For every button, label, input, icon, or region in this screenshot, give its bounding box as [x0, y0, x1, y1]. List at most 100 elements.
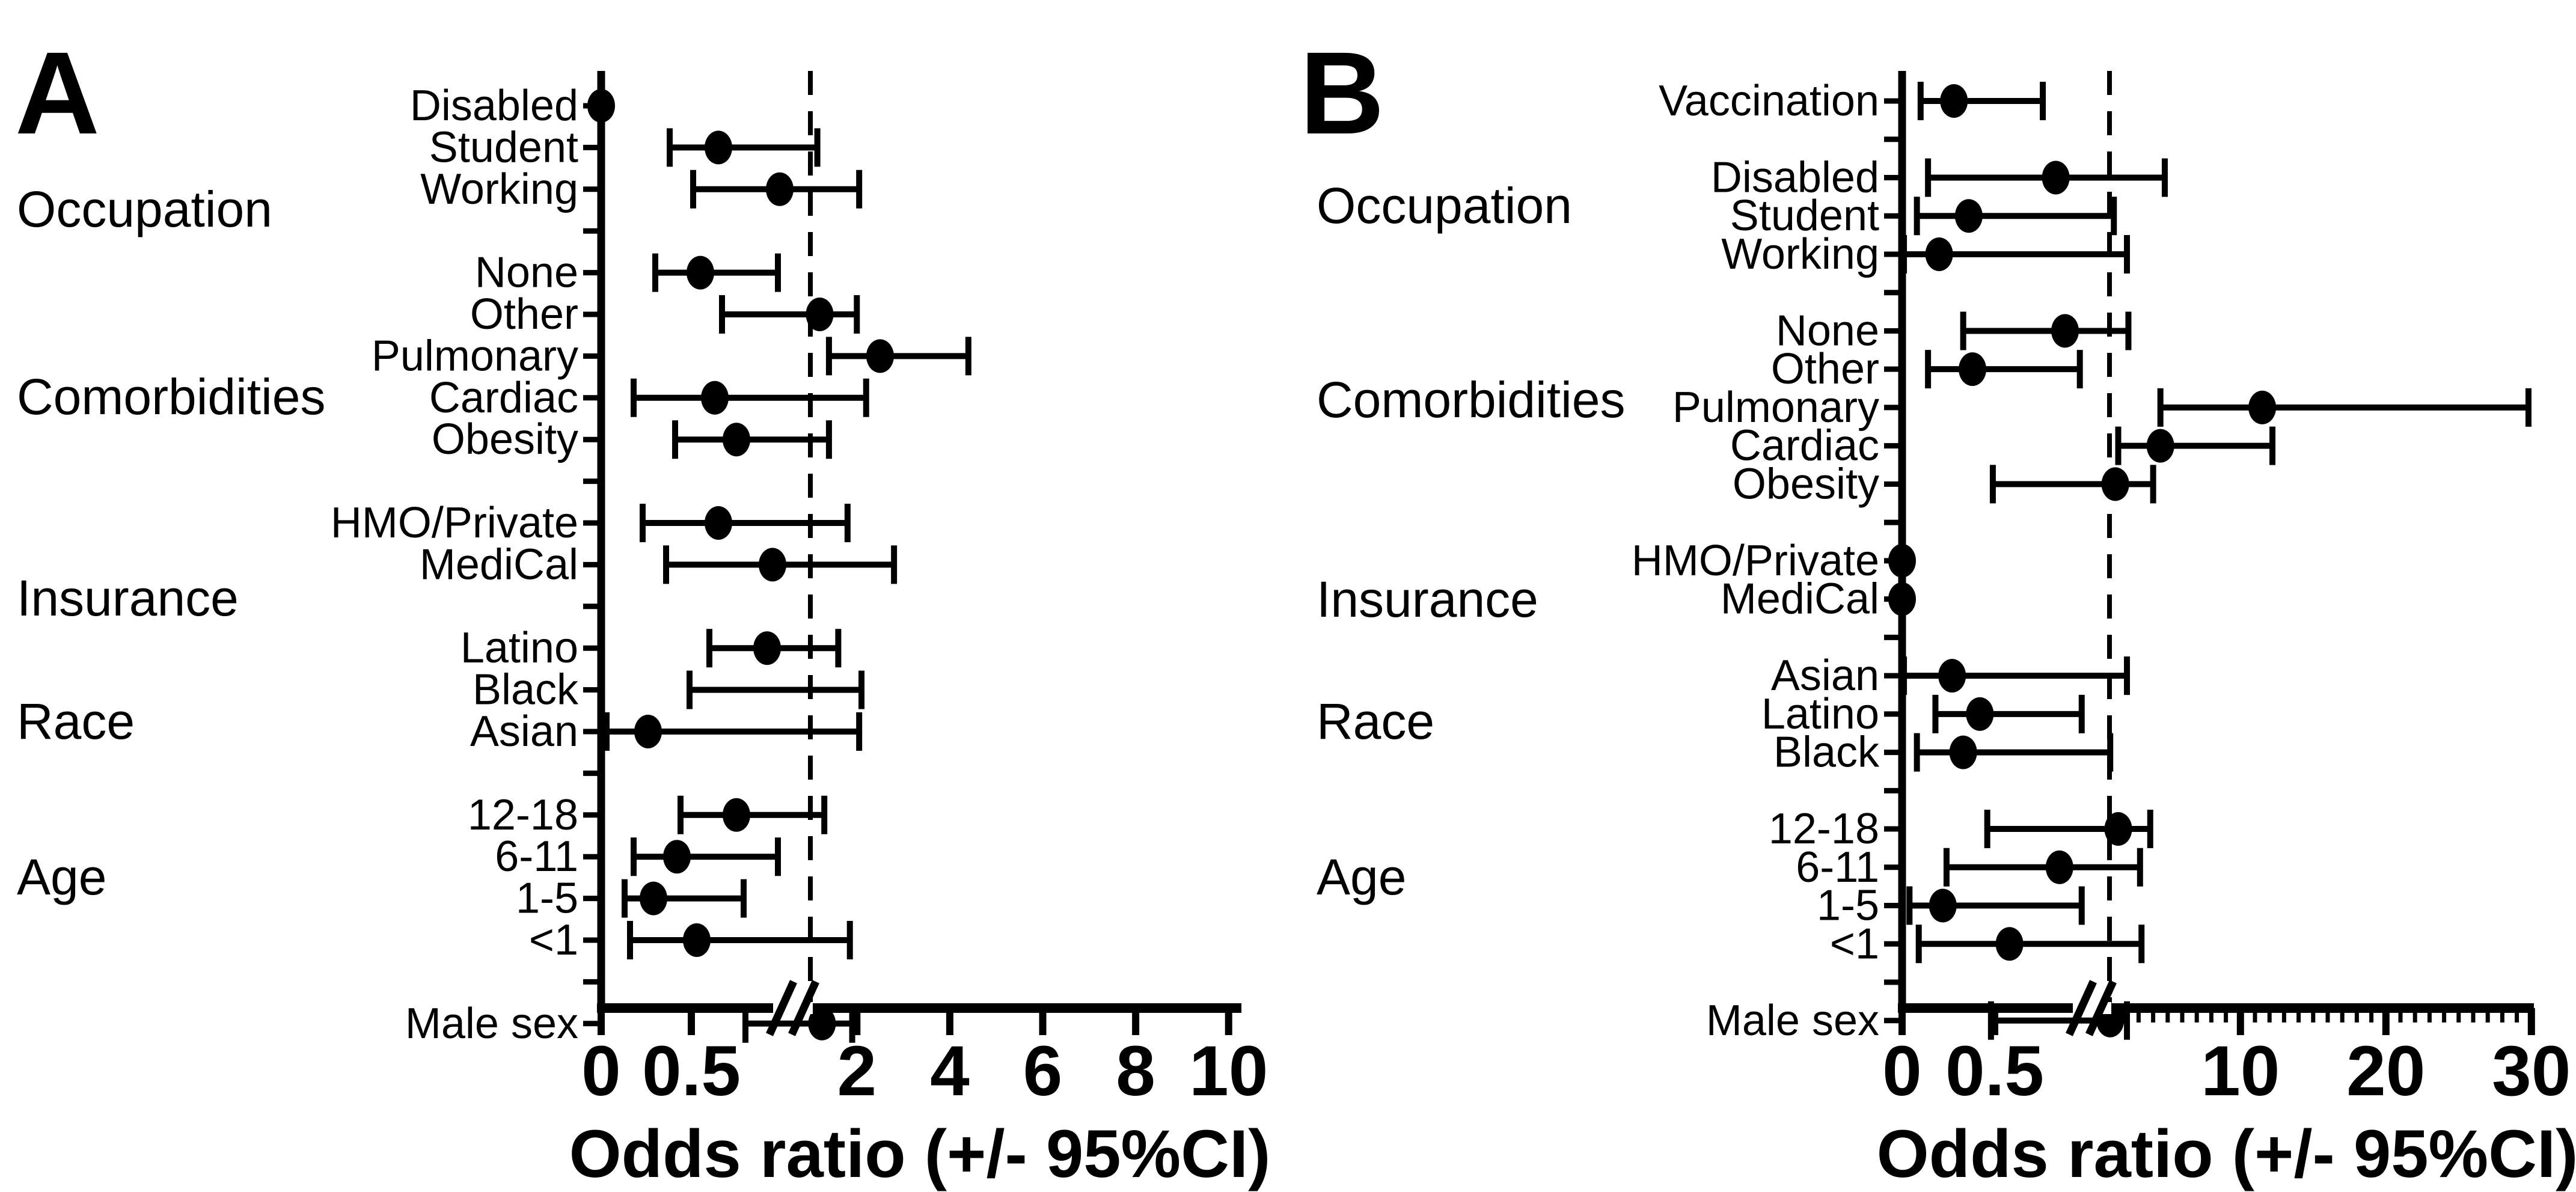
- row-label: Asian: [470, 708, 578, 756]
- point-marker: [1995, 927, 2024, 961]
- row-label: Pulmonary: [372, 332, 578, 380]
- group-label: Comorbidities: [1317, 371, 1626, 428]
- group-label: Insurance: [17, 570, 239, 626]
- row-label: Other: [470, 290, 578, 338]
- group-label: Occupation: [17, 181, 272, 237]
- point-marker: [1925, 237, 1953, 271]
- point-marker: [866, 339, 894, 373]
- x-axis-break-slash: [2066, 980, 2097, 1036]
- forest-row: HMO/Private: [331, 499, 851, 547]
- x-axis-break-slash: [2085, 980, 2117, 1036]
- point-marker: [2248, 390, 2277, 424]
- point-marker: [1966, 697, 1994, 731]
- row-label: Black: [473, 666, 579, 714]
- forest-row: 6-11: [1796, 843, 2143, 891]
- forest-row: Vaccination: [1659, 77, 2046, 125]
- point-marker: [640, 881, 667, 915]
- row-label: Cardiac: [1730, 422, 1879, 470]
- forest-row: Cardiac: [1730, 422, 2276, 470]
- row-label: Other: [1771, 345, 1879, 393]
- point-marker: [2101, 467, 2129, 501]
- point-marker: [663, 840, 691, 874]
- forest-row: <1: [1830, 920, 2145, 968]
- x-tick-label: 20: [2346, 1032, 2425, 1111]
- point-marker: [1938, 659, 1966, 693]
- x-axis-break-slash: [766, 980, 797, 1036]
- row-label: Working: [1721, 230, 1879, 278]
- forest-row: Working: [1721, 230, 2131, 278]
- group-label: Occupation: [1317, 177, 1572, 234]
- row-label: Obesity: [1733, 460, 1879, 508]
- row-label: None: [475, 249, 578, 297]
- row-label: 12-18: [468, 791, 578, 839]
- row-label: <1: [1830, 920, 1879, 968]
- point-marker: [753, 631, 781, 665]
- forest-row: Cardiac: [429, 374, 869, 422]
- row-label: Student: [1730, 192, 1879, 240]
- point-marker: [634, 715, 662, 748]
- row-label: Working: [420, 165, 578, 213]
- point-marker: [766, 172, 794, 206]
- row-label: MediCal: [1721, 575, 1879, 623]
- group-label: Insurance: [1317, 571, 1538, 628]
- x-tick-label: 0: [1882, 1032, 1922, 1111]
- point-marker: [723, 423, 750, 457]
- group-label: Comorbidities: [17, 368, 326, 425]
- point-marker: [1959, 352, 1987, 387]
- forest-row: Disabled: [1711, 153, 2168, 201]
- point-marker: [705, 506, 732, 540]
- forest-row: None: [1776, 307, 2132, 355]
- forest-row: Other: [1771, 345, 2083, 393]
- row-label: Latino: [460, 624, 578, 672]
- forest-row: MediCal: [420, 540, 898, 588]
- forest-row: Black: [1773, 729, 2114, 777]
- point-marker: [687, 255, 714, 290]
- group-label: Race: [17, 693, 135, 750]
- x-tick-label: 0: [581, 1032, 621, 1111]
- forest-row: Obesity: [1733, 460, 2156, 508]
- row-label: 6-11: [495, 833, 578, 881]
- point-marker: [2045, 850, 2073, 884]
- forest-row: Student: [429, 123, 821, 171]
- forest-row: 1-5: [516, 875, 747, 923]
- forest-row: Student: [1730, 192, 2117, 240]
- axis-title: Odds ratio (+/- 95%CI): [569, 1116, 1271, 1191]
- row-label: Black: [1773, 729, 1880, 777]
- forest-row: Disabled: [410, 82, 615, 130]
- panel-letter: B: [1300, 28, 1384, 159]
- forest-row: HMO/Private: [1632, 537, 1916, 585]
- forest-row: Other: [470, 290, 860, 338]
- row-label: <1: [529, 916, 578, 964]
- point-marker: [1940, 84, 1968, 118]
- forest-row: 6-11: [495, 833, 781, 881]
- x-tick-label: 8: [1116, 1032, 1155, 1111]
- x-tick-label: 2: [837, 1032, 877, 1111]
- point-marker: [683, 923, 711, 957]
- row-label: Latino: [1761, 690, 1879, 738]
- row-label: Student: [429, 123, 578, 171]
- forest-row: Latino: [1761, 690, 2085, 738]
- row-label: HMO/Private: [1632, 537, 1879, 585]
- axis-title: Odds ratio (+/- 95%CI): [1877, 1116, 2576, 1191]
- row-label: Disabled: [1711, 153, 1879, 201]
- row-label: Cardiac: [429, 374, 578, 422]
- row-label: Pulmonary: [1672, 384, 1879, 432]
- x-tick-label: 10: [1189, 1032, 1268, 1111]
- forest-row: None: [475, 249, 781, 297]
- point-marker: [2146, 429, 2174, 463]
- point-marker: [806, 298, 834, 331]
- forest-row: Pulmonary: [372, 332, 971, 380]
- point-marker: [723, 798, 750, 832]
- x-tick-label: 0.5: [642, 1032, 741, 1111]
- point-marker: [701, 381, 729, 415]
- x-tick-label: 10: [2201, 1032, 2280, 1111]
- forest-row: 1-5: [1817, 882, 2085, 930]
- group-label: Race: [1317, 693, 1434, 750]
- point-marker: [808, 1006, 836, 1041]
- row-label: MediCal: [420, 540, 578, 588]
- x-tick-label: 30: [2492, 1032, 2571, 1111]
